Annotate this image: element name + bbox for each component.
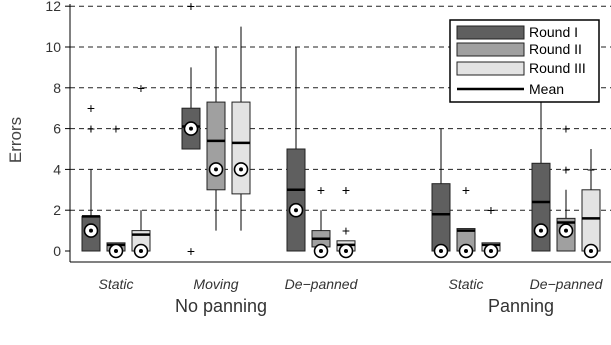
mean-marker-dot — [589, 249, 593, 253]
legend: Round I Round II Round III Mean — [449, 19, 600, 103]
y-axis-label: Errors — [6, 117, 25, 163]
outlier-marker: + — [342, 223, 350, 239]
legend-label-round-1: Round I — [529, 24, 578, 40]
axes-layer: Errors 0 2 4 6 8 10 12 — [6, 0, 611, 263]
box-round-i — [431, 128, 451, 259]
x-subcategory-label: Static — [448, 276, 483, 292]
box-round-ii — [206, 47, 226, 231]
outlier-marker: + — [112, 121, 120, 137]
box-round-i — [531, 67, 551, 252]
mean-marker-dot — [464, 249, 468, 253]
outlier-marker: + — [462, 182, 470, 198]
outlier-marker: + — [187, 0, 195, 14]
outlier-marker: + — [137, 80, 145, 96]
x-subcategory-label: De−panned — [530, 276, 604, 292]
outlier-marker: + — [187, 243, 195, 259]
box-body — [286, 148, 306, 252]
box-round-iii: +++ — [336, 182, 356, 259]
mean-marker-dot — [564, 228, 568, 233]
box-body — [581, 189, 601, 252]
y-tick-label: 6 — [53, 121, 61, 137]
outlier-marker: + — [342, 182, 350, 198]
y-tick-label: 10 — [45, 39, 61, 55]
grid-layer — [70, 5, 611, 211]
mean-marker-dot — [139, 249, 143, 253]
mean-marker-dot — [539, 228, 543, 233]
y-tick-label: 2 — [53, 202, 61, 218]
mean-marker-dot — [344, 249, 348, 253]
legend-swatch-round-1 — [456, 25, 525, 40]
x-group-label: No panning — [175, 296, 267, 316]
mean-marker-dot — [319, 249, 323, 253]
outlier-marker: + — [87, 121, 95, 137]
box-body — [231, 101, 251, 195]
mean-marker-dot — [439, 249, 443, 253]
boxes-layer: ++++++++++++++++++ — [81, 0, 601, 259]
box-round-ii: + — [456, 182, 476, 259]
box-round-ii: + — [311, 182, 331, 259]
outlier-marker: + — [487, 202, 495, 218]
outlier-marker: + — [87, 100, 95, 116]
box-round-iii — [231, 26, 251, 231]
outlier-marker: + — [342, 182, 350, 198]
mean-marker-dot — [89, 228, 93, 233]
legend-label-mean: Mean — [529, 81, 564, 97]
y-tick-label: 0 — [53, 243, 61, 259]
mean-marker-dot — [489, 249, 493, 253]
box-round-i — [286, 47, 306, 252]
outlier-marker: + — [317, 182, 325, 198]
legend-label-round-3: Round III — [529, 60, 586, 76]
y-tick-label: 8 — [53, 80, 61, 96]
outlier-marker: + — [487, 202, 495, 218]
outlier-marker: + — [562, 121, 570, 137]
mean-marker-dot — [189, 126, 193, 131]
box-round-iii: ++ — [481, 202, 501, 259]
box-round-iii: ++ — [581, 80, 601, 259]
legend-swatch-round-3 — [456, 61, 525, 76]
box-round-ii: ++ — [556, 121, 576, 252]
box-round-i: +++ — [81, 100, 101, 252]
x-subcategory-label: Moving — [193, 276, 238, 292]
outlier-marker: + — [587, 161, 595, 177]
y-tick-label: 4 — [53, 161, 61, 177]
x-group-label: Panning — [488, 296, 554, 316]
mean-marker-dot — [214, 167, 218, 172]
outlier-marker: + — [87, 121, 95, 137]
box-round-ii: + — [106, 121, 126, 259]
x-labels-layer: Static Moving De−panned Static De−panned No p… — [98, 276, 603, 316]
outlier-marker: + — [562, 161, 570, 177]
mean-marker-dot — [294, 208, 298, 213]
box-round-iii: + — [131, 80, 151, 259]
x-subcategory-label: Static — [98, 276, 133, 292]
box-round-i: ++ — [181, 0, 201, 259]
legend-swatch-round-2 — [456, 42, 525, 57]
mean-marker-dot — [114, 249, 118, 253]
box-body — [431, 183, 451, 252]
mean-marker-dot — [239, 167, 243, 172]
x-subcategory-label: De−panned — [285, 276, 359, 292]
legend-label-round-2: Round II — [529, 41, 582, 57]
y-tick-label: 12 — [45, 0, 61, 14]
